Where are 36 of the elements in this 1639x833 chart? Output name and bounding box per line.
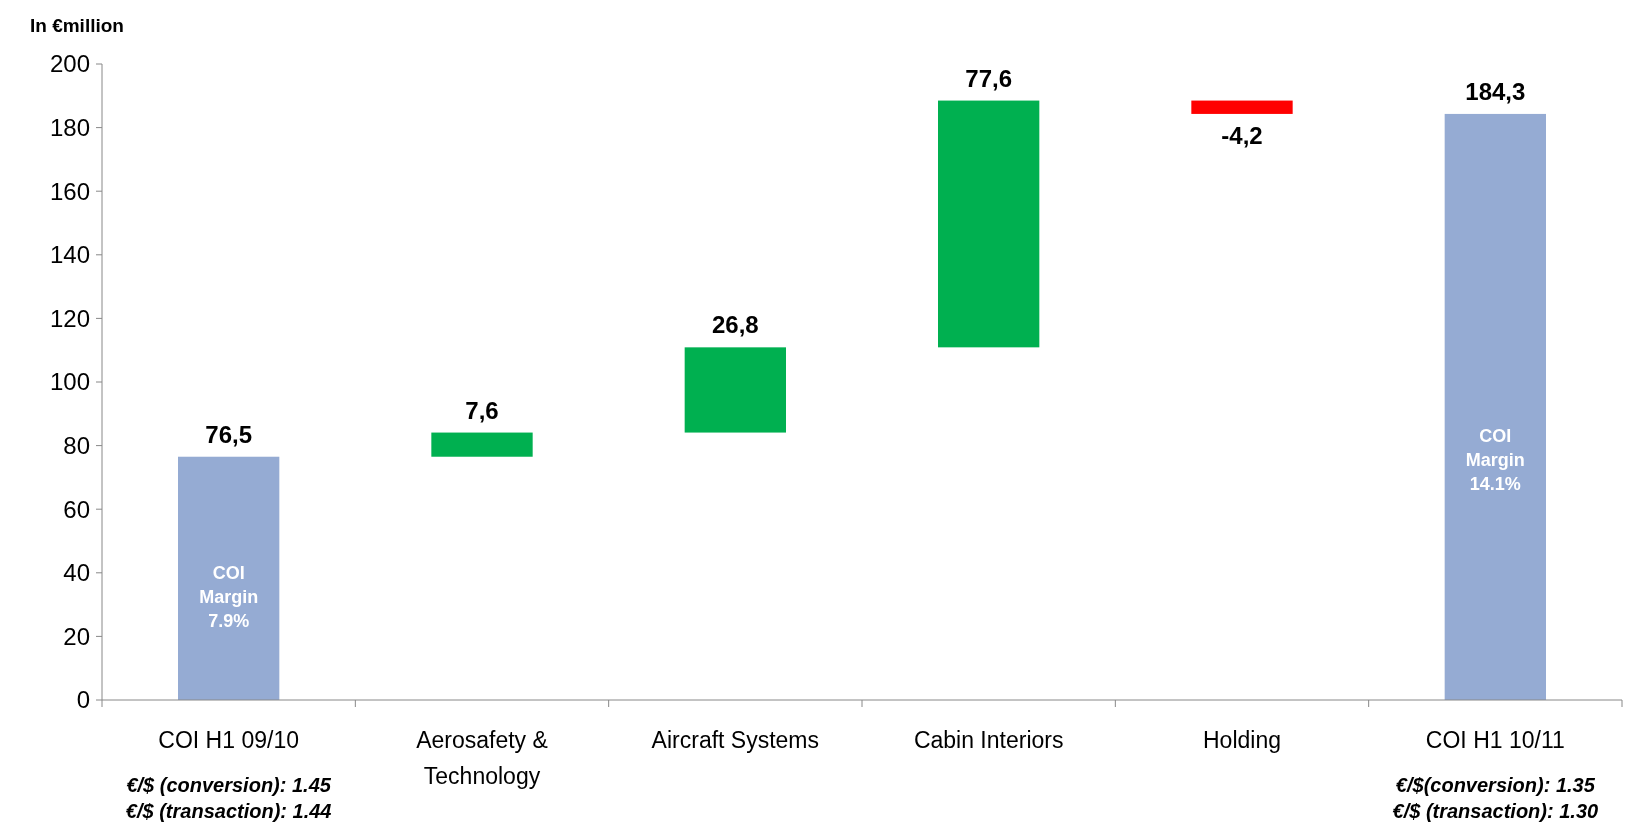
x-tick-label: Cabin Interiors — [913, 727, 1064, 753]
x-tick-label: COI H1 10/11 — [1425, 727, 1565, 753]
annotation: COI Margin 14.1% — [1465, 425, 1525, 494]
y-tick-label: 60 — [63, 495, 90, 523]
bar — [684, 347, 786, 433]
x-tick-label: Aerosafety & Technology — [416, 727, 548, 789]
data-label: 7,6 — [465, 396, 499, 424]
y-tick-label: 200 — [49, 50, 90, 78]
y-tick-label: 120 — [49, 304, 90, 332]
bar — [178, 456, 280, 700]
y-tick-label: 40 — [63, 559, 90, 587]
data-label: -4,2 — [1221, 121, 1263, 149]
data-label: 26,8 — [711, 311, 759, 339]
x-tick-label: Holding — [1203, 727, 1281, 753]
bar — [938, 100, 1040, 348]
x-tick-label: Aircraft Systems — [651, 727, 820, 753]
y-tick-label: 20 — [63, 622, 90, 650]
y-tick-label: 80 — [63, 432, 90, 459]
y-tick-label: 140 — [49, 241, 90, 269]
text: €/$ (transaction): 1.30 — [1392, 800, 1599, 822]
text: €/$(conversion): 1.35 — [1395, 774, 1596, 796]
bar — [431, 432, 533, 457]
y-tick-label: 160 — [49, 177, 90, 205]
data-label: 77,6 — [965, 64, 1013, 92]
bar — [1191, 100, 1293, 114]
y-axis-title: In €million — [30, 15, 124, 36]
annotation: COI Margin 7.9% — [199, 562, 259, 631]
data-label: 184,3 — [1465, 77, 1526, 105]
y-tick-label: 0 — [76, 686, 90, 714]
data-label: 76,5 — [205, 420, 253, 448]
text: €/$ (transaction): 1.44 — [125, 800, 332, 822]
bar — [1444, 113, 1546, 700]
y-tick-label: 180 — [49, 114, 90, 141]
text: €/$ (conversion): 1.45 — [126, 774, 332, 796]
x-tick-label: COI H1 09/10 — [158, 727, 299, 753]
y-tick-label: 100 — [49, 368, 90, 396]
